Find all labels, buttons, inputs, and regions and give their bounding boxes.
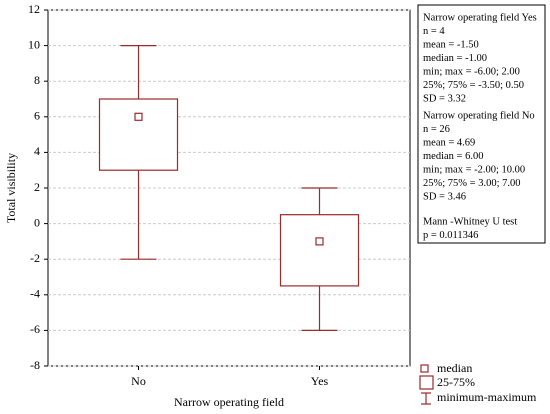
stats-line: Narrow operating field Yes: [423, 12, 537, 23]
stats-line: n = 4: [423, 26, 445, 37]
stats-line: p = 0.011346: [423, 230, 478, 241]
y-tick-label: 0: [34, 215, 40, 229]
x-axis-title: Narrow operating field: [174, 395, 284, 409]
median-marker: [315, 237, 324, 246]
box: [98, 98, 179, 171]
y-tick-label: -2: [30, 251, 40, 265]
stats-frame: [417, 4, 546, 244]
y-tick-label: 12: [28, 2, 40, 16]
stats-line: median = 6.00: [423, 151, 483, 162]
box: [279, 214, 360, 287]
y-tick-label: 4: [34, 144, 40, 158]
y-tick-label: 10: [28, 37, 40, 51]
y-tick-label: -6: [30, 322, 40, 336]
stats-line: n = 26: [423, 124, 450, 135]
stats-line: min; max = -6.00; 2.00: [423, 66, 520, 77]
stats-line: min; max = -2.00; 10.00: [423, 164, 525, 175]
x-tick-label: Yes: [311, 374, 329, 388]
y-tick-label: 2: [34, 180, 40, 194]
stats-line: 25%; 75% = -3.50; 0.50: [423, 80, 524, 91]
legend-label: median: [437, 361, 472, 375]
stats-line: SD = 3.32: [423, 93, 466, 104]
y-tick-label: 6: [34, 109, 40, 123]
stats-line: 25%; 75% = 3.00; 7.00: [423, 178, 521, 189]
median-marker: [134, 112, 143, 121]
stats-line: mean = 4.69: [423, 137, 475, 148]
stats-line: median = -1.00: [423, 53, 487, 64]
stats-line: Narrow operating field No: [423, 110, 535, 121]
x-tick-label: No: [131, 374, 146, 388]
legend-label: minimum-maximum: [437, 390, 537, 404]
stats-line: SD = 3.46: [423, 191, 466, 202]
y-tick-label: -8: [30, 358, 40, 372]
y-tick-label: 8: [34, 73, 40, 87]
legend-box-symbol: [419, 375, 434, 390]
y-axis-title: Total visibility: [4, 153, 18, 223]
legend-label: 25-75%: [437, 375, 475, 389]
legend-median-symbol: [420, 364, 429, 373]
stats-line: mean = -1.50: [423, 39, 479, 50]
y-tick-label: -4: [30, 287, 40, 301]
stats-line: Mann -Whitney U test: [423, 216, 517, 227]
